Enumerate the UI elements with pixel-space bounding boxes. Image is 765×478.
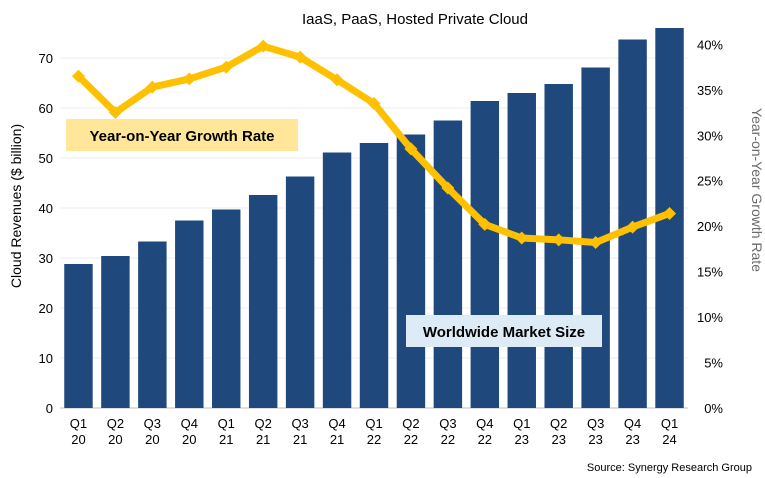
x-tick-label: Q1 20: [70, 416, 87, 447]
y-tick-label: 20: [39, 301, 53, 316]
bar: [359, 143, 389, 408]
x-tick-label: Q1 23: [513, 416, 530, 447]
y2-tick-label: 5%: [704, 356, 723, 371]
annotation-market-size: Worldwide Market Size: [406, 315, 602, 347]
growth-point: [404, 142, 418, 156]
x-tick-label: Q2 22: [402, 416, 419, 447]
x-tick-label: Q4 20: [181, 416, 198, 447]
bar: [64, 264, 93, 408]
y2-tick-label: 30%: [697, 128, 723, 143]
growth-point: [626, 220, 640, 234]
y2-tick-label: 25%: [697, 174, 723, 189]
bar: [507, 93, 536, 408]
bar: [322, 152, 352, 408]
y-tick-label: 0: [46, 401, 53, 416]
bar: [285, 176, 315, 408]
bar: [248, 195, 278, 408]
growth-point: [219, 60, 233, 74]
y-axis-right-label: Year-on-Year Growth Rate: [749, 108, 765, 272]
y-axis-left-ticks: 0 10 20 30 40 50 60 70: [39, 51, 53, 416]
y-tick-label: 50: [39, 151, 53, 166]
bar: [101, 256, 130, 408]
y-axis-right-ticks: 0% 5% 10% 15% 20% 25% 30% 35% 40%: [697, 37, 723, 416]
x-tick-label: Q3 20: [144, 416, 161, 447]
x-tick-label: Q1 21: [218, 416, 235, 447]
y-tick-label: 30: [39, 251, 53, 266]
growth-point: [552, 233, 566, 247]
growth-point: [71, 69, 85, 83]
y-tick-label: 40: [39, 201, 53, 216]
growth-point: [441, 181, 455, 195]
y-axis-left-label: Cloud Revenues ($ billion): [8, 124, 24, 288]
x-tick-label: Q1 22: [365, 416, 382, 447]
y-tick-label: 70: [39, 51, 53, 66]
growth-point: [478, 217, 492, 231]
growth-point: [145, 80, 159, 94]
x-tick-label: Q4 22: [476, 416, 493, 447]
y2-tick-label: 35%: [697, 83, 723, 98]
y-tick-label: 10: [39, 351, 53, 366]
y2-tick-label: 10%: [697, 310, 723, 325]
annotation-growth-rate: Year-on-Year Growth Rate: [66, 119, 298, 151]
bar: [138, 241, 167, 408]
annotation-market-size-box: [406, 315, 602, 347]
y2-tick-label: 0%: [704, 401, 723, 416]
y-tick-label: 60: [39, 101, 53, 116]
growth-point: [256, 39, 270, 53]
annotation-growth-rate-label: Year-on-Year Growth Rate: [89, 128, 274, 145]
x-tick-label: Q3 23: [587, 416, 604, 447]
x-tick-label: Q2 20: [107, 416, 124, 447]
x-tick-label: Q1 24: [661, 416, 678, 447]
growth-point: [108, 106, 122, 120]
chart-title: IaaS, PaaS, Hosted Private Cloud: [302, 11, 528, 28]
x-tick-label: Q3 22: [439, 416, 456, 447]
bar: [175, 220, 204, 408]
x-tick-label: Q4 21: [328, 416, 345, 447]
growth-line-series: [71, 39, 677, 250]
y2-tick-label: 15%: [697, 265, 723, 280]
x-tick-label: Q2 23: [550, 416, 567, 447]
bar-series: [64, 28, 684, 408]
growth-point: [330, 73, 344, 87]
bar: [212, 209, 241, 408]
source-note: Source: Synergy Research Group: [587, 462, 752, 474]
annotation-market-size-label: Worldwide Market Size: [423, 324, 585, 341]
growth-point: [182, 72, 196, 86]
x-tick-label: Q2 21: [255, 416, 272, 447]
annotation-growth-rate-box: [66, 119, 298, 151]
x-axis-ticks: Q1 20 Q2 20 Q3 20 Q4 20 Q1 21 Q2 21 Q3 21 Q4 21 Q1 22 Q2 22…: [70, 416, 678, 447]
growth-point: [515, 231, 529, 245]
growth-point: [293, 50, 307, 64]
bar: [470, 101, 500, 408]
growth-point: [663, 206, 677, 220]
x-tick-label: Q4 23: [624, 416, 641, 447]
bar: [396, 134, 426, 408]
y2-tick-label: 20%: [697, 219, 723, 234]
growth-point: [367, 96, 381, 110]
y2-tick-label: 40%: [697, 37, 723, 52]
growth-point: [589, 236, 603, 250]
x-tick-label: Q3 21: [291, 416, 308, 447]
bar: [433, 120, 463, 408]
